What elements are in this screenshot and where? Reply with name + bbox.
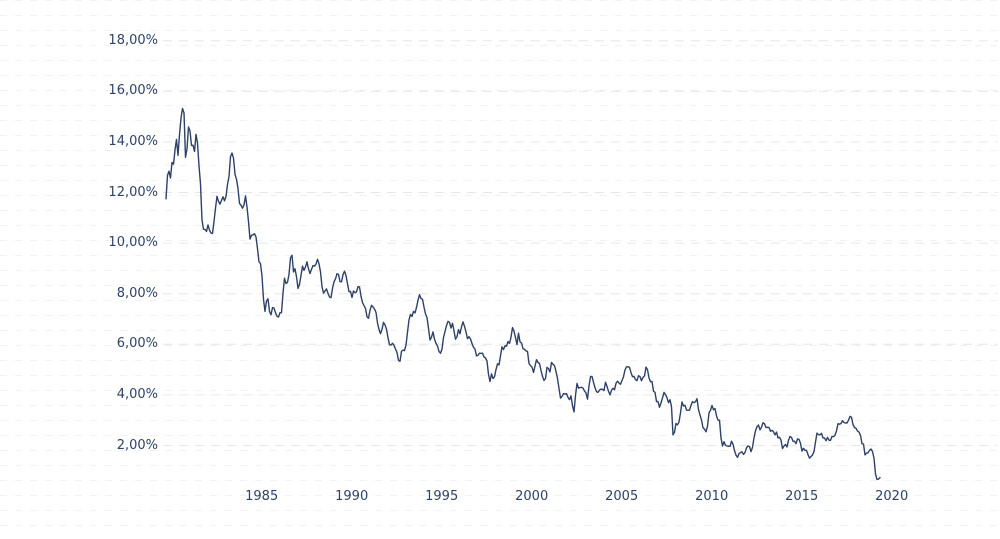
y-tick-label: 12,00% [108, 185, 158, 200]
y-tick-label: 2,00% [116, 438, 158, 453]
y-tick-label: 8,00% [116, 286, 158, 301]
x-tick-label: 1985 [245, 489, 279, 504]
y-tick-label: 4,00% [116, 387, 158, 402]
x-tick-label: 2010 [695, 489, 729, 504]
x-tick-label: 2020 [875, 489, 909, 504]
y-tick-label: 14,00% [108, 134, 158, 149]
x-tick-label: 1990 [335, 489, 369, 504]
x-tick-label: 2015 [785, 489, 819, 504]
y-tick-label: 6,00% [116, 336, 158, 351]
x-tick-label: 2005 [605, 489, 639, 504]
y-tick-label: 18,00% [108, 33, 158, 48]
y-tick-label: 16,00% [108, 83, 158, 98]
rate-line-series [165, 107, 881, 481]
y-tick-label: 10,00% [108, 235, 158, 250]
x-tick-label: 1995 [425, 489, 459, 504]
x-tick-label: 2000 [515, 489, 549, 504]
